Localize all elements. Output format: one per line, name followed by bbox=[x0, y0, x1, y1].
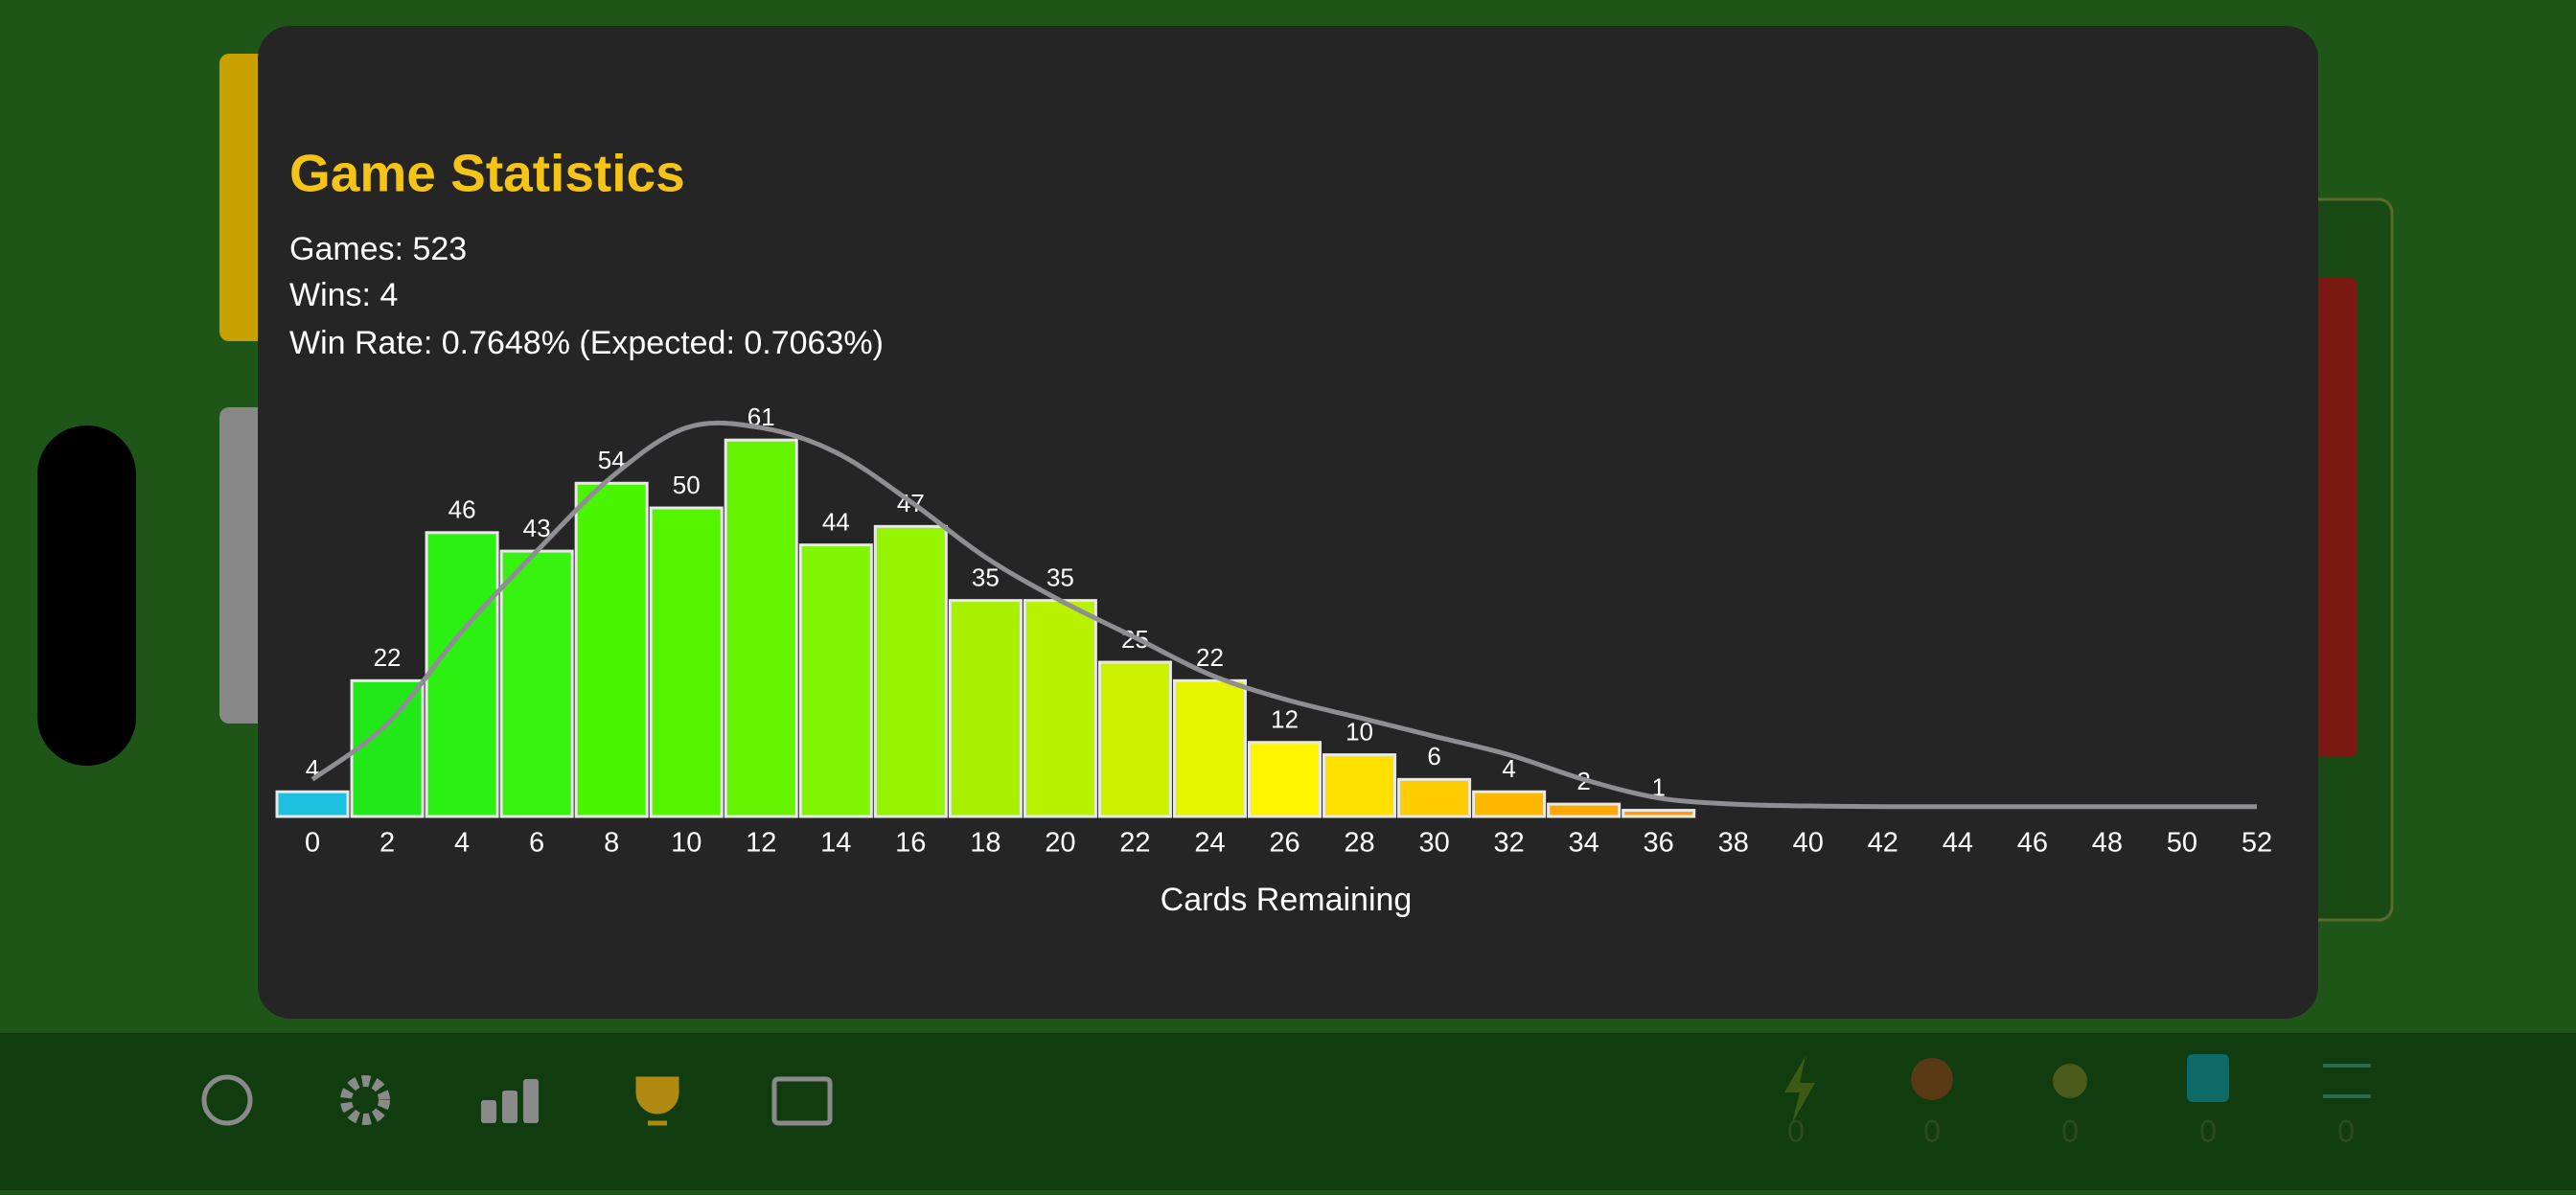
toolbar-counter: 0 bbox=[2061, 1114, 2079, 1148]
bar-label: 35 bbox=[1046, 563, 1074, 591]
bar bbox=[1172, 678, 1247, 818]
toolbar bbox=[0, 1033, 2576, 1190]
bar bbox=[1622, 809, 1696, 818]
side-pill bbox=[37, 425, 136, 766]
settings-icon[interactable] bbox=[340, 1075, 390, 1125]
x-tick-label: 14 bbox=[820, 828, 851, 859]
x-tick-label: 46 bbox=[2017, 828, 2048, 859]
bar bbox=[649, 506, 724, 818]
toolbar-counter: 0 bbox=[1923, 1114, 1941, 1148]
x-tick-label: 26 bbox=[1269, 828, 1300, 859]
x-axis-label: Cards Remaining bbox=[1161, 882, 1413, 918]
bar bbox=[724, 438, 798, 818]
toolbar-icons bbox=[201, 1074, 833, 1126]
x-tick-label: 20 bbox=[1045, 828, 1075, 859]
bar bbox=[1472, 790, 1547, 818]
stats-icon[interactable] bbox=[481, 1079, 539, 1123]
x-tick-label: 6 bbox=[529, 828, 544, 859]
stat-line: Games: 523 bbox=[289, 231, 467, 267]
bar-label: 12 bbox=[1271, 705, 1299, 734]
toolbar-counter: 0 bbox=[2337, 1114, 2355, 1148]
x-tick-label: 8 bbox=[604, 828, 619, 859]
film-icon[interactable] bbox=[771, 1076, 833, 1126]
stat-line: Win Rate: 0.7648% (Expected: 0.7063%) bbox=[289, 325, 884, 361]
x-tick-label: 34 bbox=[1569, 828, 1599, 859]
x-tick-label: 40 bbox=[1793, 828, 1824, 859]
bar-label: 35 bbox=[972, 563, 1000, 591]
x-tick-label: 22 bbox=[1119, 828, 1150, 859]
bar-label: 43 bbox=[523, 514, 551, 542]
bar bbox=[948, 599, 1023, 818]
toolbar-right bbox=[1784, 1054, 2371, 1123]
x-tick-label: 10 bbox=[671, 828, 702, 859]
help-icon[interactable] bbox=[201, 1074, 253, 1126]
x-tick-label: 12 bbox=[746, 828, 776, 859]
bar bbox=[1397, 777, 1472, 818]
x-tick-label: 50 bbox=[2167, 828, 2197, 859]
bar bbox=[1247, 741, 1322, 818]
x-tick-label: 48 bbox=[2092, 828, 2123, 859]
modal-title: Game Statistics bbox=[289, 144, 685, 203]
bar bbox=[1023, 599, 1097, 818]
x-tick-label: 32 bbox=[1493, 828, 1524, 859]
x-tick-label: 30 bbox=[1418, 828, 1449, 859]
bar-label: 50 bbox=[673, 471, 701, 499]
x-tick-label: 38 bbox=[1718, 828, 1749, 859]
x-tick-label: 2 bbox=[380, 828, 395, 859]
trophy-icon[interactable] bbox=[635, 1076, 679, 1126]
x-tick-label: 24 bbox=[1194, 828, 1225, 859]
toolbar-counter: 0 bbox=[2199, 1114, 2217, 1148]
bar bbox=[425, 531, 499, 818]
bar-label: 22 bbox=[374, 643, 402, 672]
bar bbox=[1547, 802, 1622, 818]
bar-label: 46 bbox=[448, 495, 476, 524]
x-tick-label: 28 bbox=[1344, 828, 1374, 859]
x-tick-label: 42 bbox=[1868, 828, 1898, 859]
plus-icon[interactable] bbox=[2187, 1054, 2229, 1102]
x-tick-label: 0 bbox=[305, 828, 320, 859]
bar bbox=[350, 678, 425, 818]
bar-label: 44 bbox=[822, 508, 850, 537]
jester-icon[interactable] bbox=[2053, 1064, 2087, 1098]
x-tick-label: 4 bbox=[454, 828, 470, 859]
bar bbox=[1322, 753, 1397, 818]
x-tick-label: 44 bbox=[1943, 828, 1973, 859]
x-tick-label: 18 bbox=[970, 828, 1000, 859]
x-tick-label: 52 bbox=[2242, 828, 2272, 859]
x-tick-label: 16 bbox=[895, 828, 926, 859]
bar bbox=[574, 481, 649, 818]
bar bbox=[873, 524, 948, 818]
burst-icon[interactable] bbox=[1911, 1058, 1953, 1100]
bar-label: 1 bbox=[1651, 772, 1665, 801]
x-tick-label: 36 bbox=[1644, 828, 1674, 859]
bar bbox=[1097, 660, 1172, 818]
expected-curve bbox=[310, 420, 2257, 810]
swap-icon[interactable] bbox=[2323, 1064, 2371, 1098]
bar bbox=[499, 549, 574, 818]
bar bbox=[798, 543, 873, 818]
bar-label: 6 bbox=[1427, 742, 1440, 770]
bar-label: 4 bbox=[1502, 754, 1515, 783]
stat-line: Wins: 4 bbox=[289, 277, 398, 313]
bolt-icon[interactable] bbox=[1784, 1056, 1815, 1123]
toolbar-counter: 0 bbox=[1787, 1114, 1805, 1148]
bar-label: 22 bbox=[1196, 643, 1224, 672]
bar bbox=[275, 790, 350, 818]
